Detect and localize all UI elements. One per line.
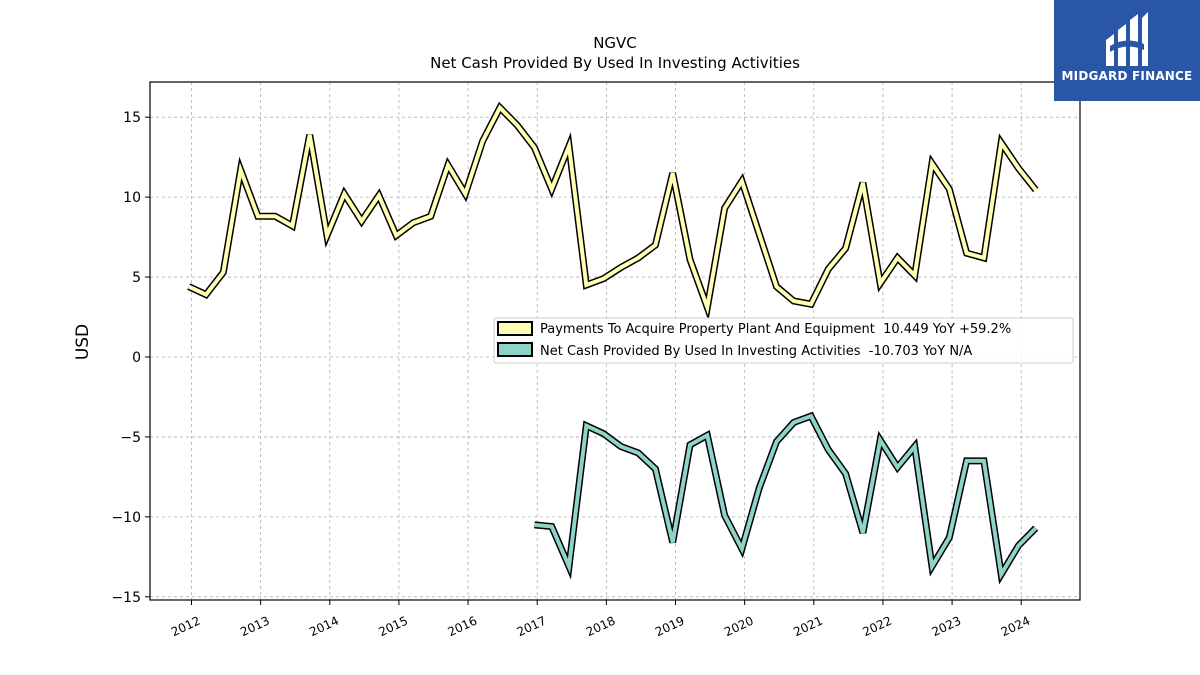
x-tick-label-0: 2012 [169,614,203,640]
chart-title: NGVC [593,34,637,52]
y-tick-label-6: 15 [123,110,141,126]
x-tick-label-3: 2015 [376,614,410,640]
legend-swatch-capex [497,321,533,336]
x-tick-label-2: 2014 [307,614,341,640]
x-tick-label-7: 2019 [653,614,687,640]
x-tick-label-12: 2024 [999,614,1033,640]
y-axis-label: USD [73,324,93,360]
legend-label-investing: Net Cash Provided By Used In Investing A… [540,344,972,359]
y-tick-label-1: −10 [111,510,141,526]
chart-subtitle: Net Cash Provided By Used In Investing A… [430,54,800,72]
x-tick-label-6: 2018 [584,614,618,640]
y-tick-label-4: 5 [132,270,141,286]
x-tick-label-5: 2017 [515,614,549,640]
legend-label-capex: Payments To Acquire Property Plant And E… [540,322,1011,337]
x-tick-label-1: 2013 [238,614,272,640]
y-tick-label-3: 0 [132,350,141,366]
y-tick-label-2: −5 [120,430,141,446]
plot-frame [149,81,1081,601]
x-tick-label-11: 2023 [930,614,964,640]
series-0-line [187,104,1038,316]
x-tick-label-8: 2020 [722,614,756,640]
legend: Payments To Acquire Property Plant And E… [493,317,1074,364]
x-tick-label-9: 2021 [791,614,825,640]
y-tick-label-0: −15 [111,590,141,606]
midgard-m-logo-icon [1106,12,1148,66]
legend-swatch-investing [497,342,533,357]
brand-logo-text: MIDGARD FINANCE [1061,69,1193,83]
series-1-line [534,413,1038,581]
x-tick-label-10: 2022 [860,614,894,640]
legend-box [493,317,1074,364]
y-tick-label-5: 10 [123,190,141,206]
brand-logo: MIDGARD FINANCE [1054,0,1200,101]
series-layer [187,101,1039,585]
x-tick-label-4: 2016 [446,614,480,640]
